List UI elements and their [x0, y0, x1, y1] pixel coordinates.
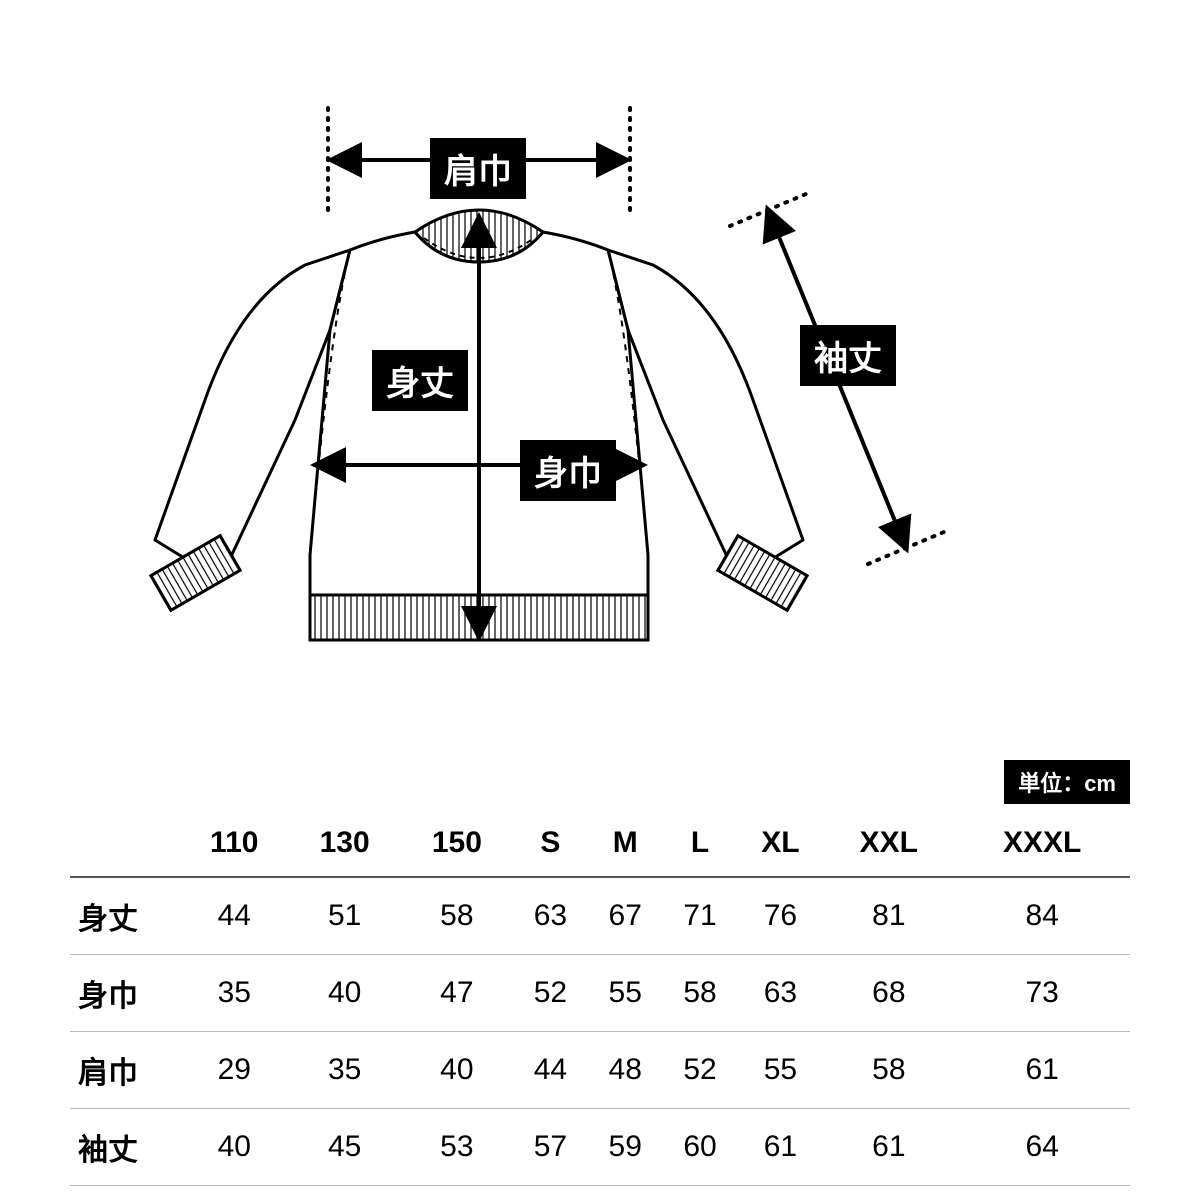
label-body-length: 身丈	[372, 350, 468, 411]
size-col-header: S	[513, 810, 588, 877]
label-sleeve-length: 袖丈	[800, 325, 896, 386]
size-table-container: 110130150SMLXLXXLXXXL 身丈4451586367717681…	[70, 810, 1130, 1186]
size-cell: 52	[663, 1032, 738, 1109]
size-col-header: XL	[737, 810, 823, 877]
size-col-header: L	[663, 810, 738, 877]
size-cell: 81	[823, 877, 954, 955]
size-col-header: M	[588, 810, 663, 877]
size-row-label: 肩巾	[70, 1032, 180, 1109]
table-row: 肩巾293540444852555861	[70, 1032, 1130, 1109]
size-cell: 51	[289, 877, 401, 955]
table-row: 身巾354047525558636873	[70, 955, 1130, 1032]
size-cell: 29	[180, 1032, 289, 1109]
size-col-header: XXXL	[954, 810, 1130, 877]
size-cell: 55	[588, 955, 663, 1032]
size-cell: 61	[823, 1109, 954, 1186]
size-cell: 57	[513, 1109, 588, 1186]
size-cell: 63	[513, 877, 588, 955]
size-col-header: 130	[289, 810, 401, 877]
size-cell: 71	[663, 877, 738, 955]
size-cell: 44	[180, 877, 289, 955]
size-cell: 40	[401, 1032, 513, 1109]
size-col-header: 110	[180, 810, 289, 877]
table-row: 身丈445158636771768184	[70, 877, 1130, 955]
size-cell: 59	[588, 1109, 663, 1186]
size-cell: 58	[823, 1032, 954, 1109]
size-cell: 64	[954, 1109, 1130, 1186]
size-cell: 61	[954, 1032, 1130, 1109]
size-table: 110130150SMLXLXXLXXXL 身丈4451586367717681…	[70, 810, 1130, 1186]
size-cell: 60	[663, 1109, 738, 1186]
label-body-width: 身巾	[520, 440, 616, 501]
size-col-header: XXL	[823, 810, 954, 877]
size-cell: 40	[289, 955, 401, 1032]
size-cell: 48	[588, 1032, 663, 1109]
size-cell: 44	[513, 1032, 588, 1109]
size-cell: 47	[401, 955, 513, 1032]
size-cell: 58	[401, 877, 513, 955]
size-cell: 35	[180, 955, 289, 1032]
size-cell: 53	[401, 1109, 513, 1186]
table-row: 袖丈404553575960616164	[70, 1109, 1130, 1186]
size-row-label: 袖丈	[70, 1109, 180, 1186]
size-cell: 76	[737, 877, 823, 955]
size-cell: 40	[180, 1109, 289, 1186]
size-table-head: 110130150SMLXLXXLXXXL	[70, 810, 1130, 877]
size-cell: 84	[954, 877, 1130, 955]
size-row-label: 身丈	[70, 877, 180, 955]
size-cell: 68	[823, 955, 954, 1032]
label-shoulder-width: 肩巾	[430, 138, 526, 199]
size-cell: 67	[588, 877, 663, 955]
size-cell: 73	[954, 955, 1130, 1032]
diagram-svg	[0, 0, 1200, 700]
size-cell: 58	[663, 955, 738, 1032]
size-cell: 35	[289, 1032, 401, 1109]
size-col-header: 150	[401, 810, 513, 877]
size-cell: 52	[513, 955, 588, 1032]
unit-badge: 単位：cm	[1004, 760, 1130, 804]
size-row-label: 身巾	[70, 955, 180, 1032]
garment-diagram: 肩巾 身丈 身巾 袖丈	[0, 0, 1200, 700]
size-cell: 63	[737, 955, 823, 1032]
size-table-corner	[70, 810, 180, 877]
size-cell: 55	[737, 1032, 823, 1109]
size-cell: 45	[289, 1109, 401, 1186]
size-cell: 61	[737, 1109, 823, 1186]
size-table-body: 身丈445158636771768184身巾354047525558636873…	[70, 877, 1130, 1186]
